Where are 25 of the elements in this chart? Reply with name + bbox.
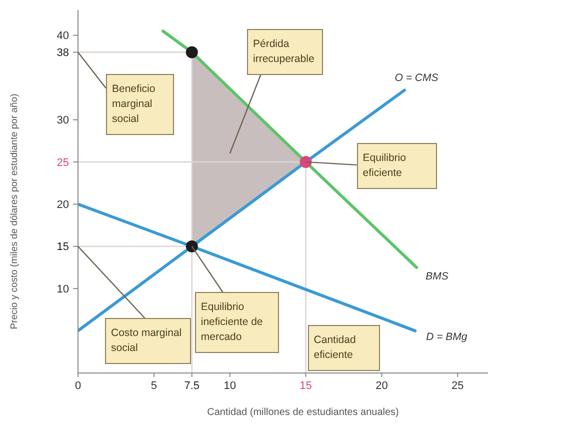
x-tick-label: 10 [224, 380, 236, 392]
x-tick-label: 5 [150, 380, 157, 392]
y-tick-label: 10 [56, 283, 69, 296]
callout-box: Equilibrio eficiente [356, 142, 437, 189]
x-tick-label: 25 [452, 380, 464, 392]
x-tick-label: 20 [376, 380, 388, 392]
callout-box: Equilibrio ineficiente de mercado [194, 292, 279, 354]
x-tick-label: 15 [300, 380, 312, 392]
callout-box: Beneficio marginal social [106, 74, 174, 136]
y-tick-label: 40 [56, 30, 69, 42]
y-tick-label: 20 [56, 199, 69, 212]
callout-box: Costo marginal social [105, 318, 191, 364]
y-tick-label: 38 [56, 47, 69, 60]
x-tick-label: 0 [74, 380, 82, 392]
x-tick-label: 7.5 [184, 380, 200, 392]
y-tick-label: 25 [56, 156, 69, 169]
series-label: BMS [426, 270, 448, 282]
callout-box: Cantidad eficiente [308, 325, 380, 371]
series-label: D = BMg [426, 330, 468, 343]
callout-box: Pérdida irrecuperable [247, 29, 323, 75]
series-label: O = CMS [394, 72, 438, 84]
y-tick-label: 15 [56, 241, 69, 254]
y-axis-title: Precio y costo (miles de dólares por estudiante por año) [9, 94, 20, 330]
x-axis-title: Cantidad (millones de estudiantes anuales) [207, 407, 399, 418]
y-tick-label: 30 [56, 114, 69, 127]
